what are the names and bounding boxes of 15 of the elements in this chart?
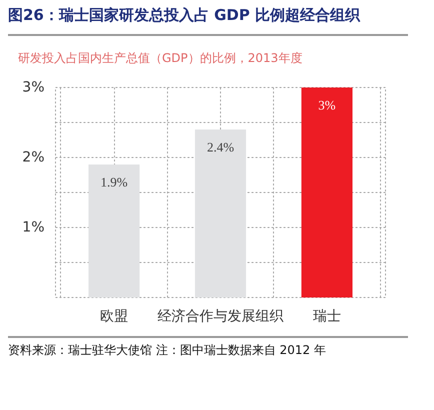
y-tick-label: 3%: [22, 79, 45, 96]
chart-subtitle: 研发投入占国内生产总值（GDP）的比例，2013年度: [18, 50, 302, 68]
bar: [88, 164, 140, 298]
data-label: 1.9%: [100, 174, 128, 190]
data-label: 2.4%: [206, 139, 234, 154]
bar: [301, 87, 352, 298]
bar: [194, 129, 246, 298]
x-tick-label: 瑞士: [312, 308, 341, 324]
text: 资料来源：瑞士驻华大使馆 注：图中瑞士数据来自 2012 年: [8, 342, 326, 359]
y-tick-label: 1%: [22, 219, 45, 236]
x-tick-label: 经济合作与发展组织: [158, 308, 284, 324]
data-label: 3%: [318, 97, 336, 112]
x-tick-label: 欧盟: [100, 308, 128, 324]
chart-title: 图26：瑞士国家研发总投入占 GDP 比例超经合组织: [8, 5, 360, 26]
y-tick-label: 2%: [22, 149, 45, 166]
